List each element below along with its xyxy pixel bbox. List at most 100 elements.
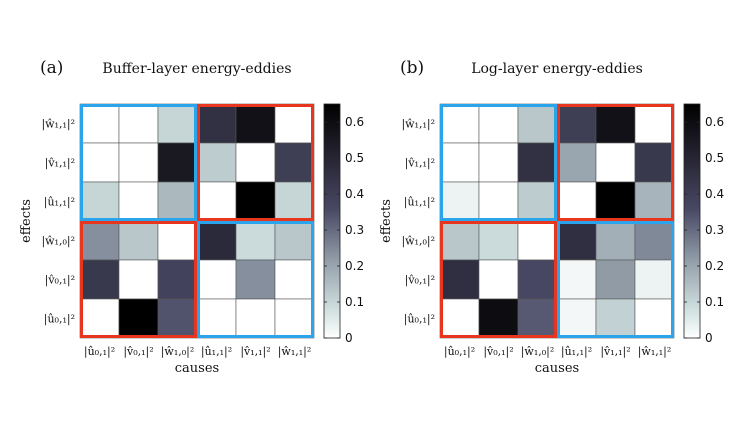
heatmap-cell (439, 142, 480, 183)
heatmap-cell (157, 103, 198, 144)
box-top-right (557, 104, 674, 221)
panel-title: Log-layer energy-eddies (471, 61, 643, 77)
heatmap-cell (235, 220, 276, 261)
x-tick-label: |v̂₀,₁|² (483, 345, 513, 359)
heatmap-cell (274, 103, 315, 144)
heatmap-cell (478, 259, 519, 300)
y-tick-label: |ŵ₁,₀|² (41, 235, 75, 249)
heatmap-cell (157, 259, 198, 300)
y-axis-title: effects (19, 199, 34, 243)
heatmap-panel-2: |ŵ₁,₁|² |v̂₁,₁|² |û₁,₁|² |ŵ₁,₀|² |v̂₀,₁|² |û₀… (379, 58, 724, 376)
y-tick-label: |v̂₀,₁|² (45, 274, 75, 288)
heatmap-cell (634, 103, 675, 144)
heatmap-cell (556, 259, 597, 300)
box-bottom-left (440, 221, 557, 338)
heatmap-cell (634, 220, 675, 261)
heatmap-cell (196, 298, 237, 339)
colorbar-tick-label: 0.5 (345, 151, 364, 165)
heatmap-cell (118, 259, 159, 300)
heatmap-cell (196, 220, 237, 261)
heatmap-cell (157, 142, 198, 183)
colorbar-tick-label: 0.6 (705, 115, 724, 129)
heatmap-cell (79, 103, 120, 144)
box-bottom-left (80, 221, 197, 338)
heatmap-cell (439, 220, 480, 261)
heatmap-cell (274, 298, 315, 339)
y-tick-label: |û₀,₁|² (44, 313, 75, 327)
y-tick-label: |û₀,₁|² (404, 313, 435, 327)
heatmap-cell (79, 298, 120, 339)
heatmap-cell (235, 259, 276, 300)
heatmap-cell (634, 181, 675, 222)
x-tick-label: |v̂₁,₁|² (240, 345, 270, 359)
heatmap-cell (556, 220, 597, 261)
x-tick-label: |û₁,₁|² (201, 345, 232, 359)
heatmap-cell (517, 103, 558, 144)
y-tick-label: |ŵ₁,₁|² (401, 118, 435, 132)
heatmap-cell (196, 259, 237, 300)
x-tick-label: |ŵ₁,₁|² (638, 345, 672, 359)
heatmap-cell (118, 181, 159, 222)
heatmap-cell (517, 298, 558, 339)
heatmap-cell (79, 259, 120, 300)
heatmap-cell (634, 259, 675, 300)
heatmap-cell (118, 142, 159, 183)
heatmap-cell (274, 259, 315, 300)
heatmap-cell (235, 103, 276, 144)
x-tick-label: |v̂₀,₁|² (123, 345, 153, 359)
heatmap-cell (556, 103, 597, 144)
box-top-right (197, 104, 314, 221)
x-tick-label: |û₀,₁|² (84, 345, 115, 359)
heatmap-cell (79, 220, 120, 261)
heatmap-cell (79, 181, 120, 222)
x-tick-label: |ŵ₁,₀|² (521, 345, 555, 359)
colorbar-tick-label: 0 (345, 331, 353, 345)
heatmap-cell (595, 142, 636, 183)
y-axis-title: effects (379, 199, 394, 243)
y-tick-label: |û₁,₁|² (44, 196, 75, 210)
heatmap-cell (439, 259, 480, 300)
heatmap-cell (196, 142, 237, 183)
heatmap-cell (118, 103, 159, 144)
heatmap-cell (595, 220, 636, 261)
heatmap-cell (157, 181, 198, 222)
heatmap-cell (79, 142, 120, 183)
x-tick-label: |û₀,₁|² (444, 345, 475, 359)
heatmap-cell (157, 220, 198, 261)
panel-title: Buffer-layer energy-eddies (102, 61, 291, 77)
heatmap-cell (439, 103, 480, 144)
heatmap-cell (196, 181, 237, 222)
box-top-left (80, 104, 197, 221)
heatmap-cell (157, 298, 198, 339)
heatmap-cell (556, 298, 597, 339)
heatmap-cell (595, 181, 636, 222)
colorbar-tick-label: 0.6 (345, 115, 364, 129)
colorbar-tick-label: 0.2 (705, 259, 724, 273)
heatmap-cell (556, 142, 597, 183)
colorbar (683, 103, 701, 339)
heatmap-cell (478, 220, 519, 261)
heatmap-cell (517, 142, 558, 183)
heatmap-cell (634, 142, 675, 183)
colorbar-tick-label: 0.4 (345, 187, 364, 201)
y-tick-label: |v̂₁,₁|² (405, 157, 435, 171)
heatmap-cell (595, 259, 636, 300)
box-bottom-right (557, 221, 674, 338)
heatmap-cell (196, 103, 237, 144)
y-tick-label: |ŵ₁,₁|² (41, 118, 75, 132)
heatmap-cell (556, 181, 597, 222)
panel-label: (b) (400, 58, 424, 78)
colorbar-tick-label: 0.3 (705, 223, 724, 237)
panel-label: (a) (40, 58, 63, 78)
y-tick-label: |v̂₀,₁|² (405, 274, 435, 288)
heatmap-cell (478, 181, 519, 222)
x-tick-label: |v̂₁,₁|² (600, 345, 630, 359)
colorbar-tick-label: 0.1 (705, 295, 724, 309)
y-tick-label: |û₁,₁|² (404, 196, 435, 210)
heatmap-cell (634, 298, 675, 339)
heatmap-cell (517, 220, 558, 261)
x-tick-label: |ŵ₁,₀|² (161, 345, 195, 359)
box-bottom-right (197, 221, 314, 338)
colorbar-tick-label: 0.4 (705, 187, 724, 201)
